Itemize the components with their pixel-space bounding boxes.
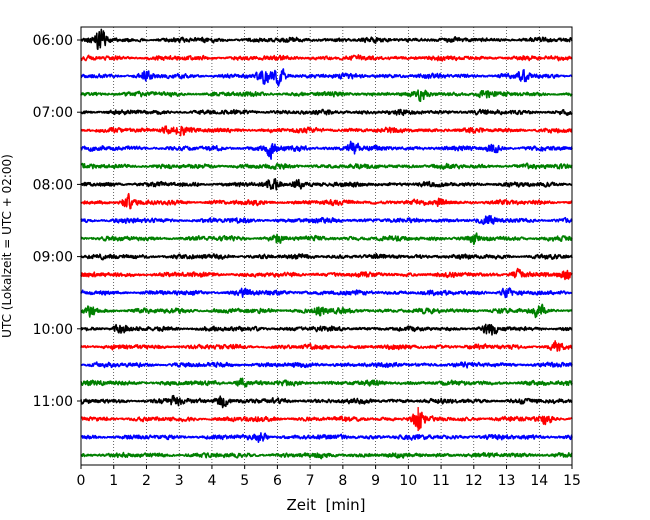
- trace-0745: [80, 162, 573, 170]
- y-tick-label: 06:00: [33, 33, 73, 49]
- trace-0630: [80, 68, 573, 87]
- y-tick-label: 09:00: [33, 250, 73, 266]
- trace-0715: [80, 125, 573, 137]
- trace-0615: [80, 54, 573, 62]
- trace-0815: [80, 192, 573, 210]
- trace-1030: [80, 361, 573, 369]
- trace-1115: [80, 411, 573, 430]
- trace-1100: [80, 394, 573, 409]
- vertical-gridlines: [113, 27, 540, 465]
- y-tick-label: 10:00: [33, 322, 73, 338]
- trace-0915: [80, 267, 573, 281]
- trace-1000: [80, 323, 573, 336]
- x-tick-label: 9: [371, 473, 380, 489]
- x-tick-label: 5: [240, 473, 249, 489]
- y-tick-label: 08:00: [33, 177, 73, 193]
- x-tick-label: 11: [432, 473, 450, 489]
- plot-frame: [80, 26, 573, 466]
- trace-1015: [80, 340, 573, 352]
- trace-0845: [80, 232, 573, 246]
- x-tick-label: 15: [563, 473, 581, 489]
- x-tick-label: 8: [338, 473, 347, 489]
- x-tick-label: 3: [175, 473, 184, 489]
- x-tick-label: 14: [530, 473, 548, 489]
- x-axis-ticks: 0 1 2 3 4 5 6 7 8 9 10 11 12 13 14 15: [77, 465, 581, 489]
- trace-1130: [80, 432, 573, 444]
- x-tick-label: 6: [273, 473, 282, 489]
- trace-0930: [80, 287, 573, 299]
- trace-0900: [80, 252, 573, 261]
- trace-1045: [80, 377, 573, 388]
- x-tick-label: 7: [306, 473, 315, 489]
- x-tick-label: 0: [77, 473, 86, 489]
- y-axis-title: UTC (Lokalzeit = UTC + 02:00): [0, 154, 14, 338]
- x-tick-label: 4: [207, 473, 216, 489]
- trace-0700: [80, 108, 573, 117]
- x-tick-label: 12: [465, 473, 483, 489]
- x-tick-label: 1: [109, 473, 118, 489]
- trace-0800: [80, 177, 573, 191]
- trace-0730: [80, 140, 573, 160]
- trace-0830: [80, 214, 573, 226]
- x-tick-label: 10: [399, 473, 417, 489]
- trace-0645: [80, 89, 573, 103]
- trace-0600: [80, 28, 573, 51]
- seismogram-traces: [80, 28, 573, 460]
- trace-0945: [80, 303, 573, 319]
- x-tick-label: 13: [498, 473, 516, 489]
- y-tick-label: 11:00: [33, 394, 73, 410]
- y-axis-ticks: 06:00 07:00 08:00 09:00 10:00 11:00: [33, 33, 81, 410]
- trace-1145: [80, 451, 573, 460]
- y-tick-label: 07:00: [33, 105, 73, 121]
- x-axis-title: Zeit [min]: [286, 496, 365, 514]
- x-tick-label: 2: [142, 473, 151, 489]
